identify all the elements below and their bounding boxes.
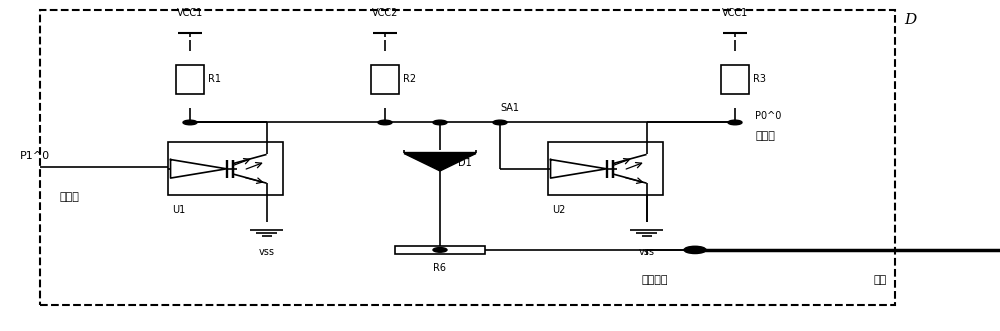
Bar bbox=[168, 142, 283, 195]
Text: VCC2: VCC2 bbox=[372, 8, 398, 18]
Text: vss: vss bbox=[639, 247, 655, 257]
Bar bbox=[371, 65, 399, 94]
Text: VCC1: VCC1 bbox=[722, 8, 748, 18]
Polygon shape bbox=[404, 154, 476, 171]
Bar bbox=[176, 65, 204, 94]
Polygon shape bbox=[551, 160, 607, 178]
Text: 导线: 导线 bbox=[873, 275, 887, 285]
Text: 检测端: 检测端 bbox=[755, 131, 775, 141]
Text: D1: D1 bbox=[458, 158, 472, 168]
Text: vss: vss bbox=[259, 247, 275, 257]
Text: 接线端子: 接线端子 bbox=[642, 275, 668, 285]
Circle shape bbox=[183, 120, 197, 125]
Circle shape bbox=[433, 248, 447, 252]
Text: VCC1: VCC1 bbox=[177, 8, 203, 18]
Text: U1: U1 bbox=[173, 205, 186, 215]
Text: R2: R2 bbox=[403, 74, 416, 84]
Bar bbox=[40, 10, 895, 305]
Text: P1^0: P1^0 bbox=[20, 151, 50, 161]
Text: R1: R1 bbox=[208, 74, 221, 84]
Text: U2: U2 bbox=[552, 205, 566, 215]
Circle shape bbox=[493, 120, 507, 125]
Text: P0^0: P0^0 bbox=[755, 111, 781, 121]
Circle shape bbox=[728, 120, 742, 125]
Text: SA1: SA1 bbox=[500, 103, 519, 113]
Circle shape bbox=[378, 120, 392, 125]
Bar bbox=[395, 246, 485, 254]
Bar bbox=[721, 65, 749, 94]
Circle shape bbox=[688, 248, 702, 252]
Circle shape bbox=[433, 120, 447, 125]
Polygon shape bbox=[171, 160, 227, 178]
Bar bbox=[548, 142, 662, 195]
Text: R6: R6 bbox=[434, 263, 446, 273]
Text: R3: R3 bbox=[753, 74, 766, 84]
Circle shape bbox=[684, 246, 706, 254]
Text: D: D bbox=[904, 13, 916, 27]
Text: 控制端: 控制端 bbox=[60, 192, 80, 202]
